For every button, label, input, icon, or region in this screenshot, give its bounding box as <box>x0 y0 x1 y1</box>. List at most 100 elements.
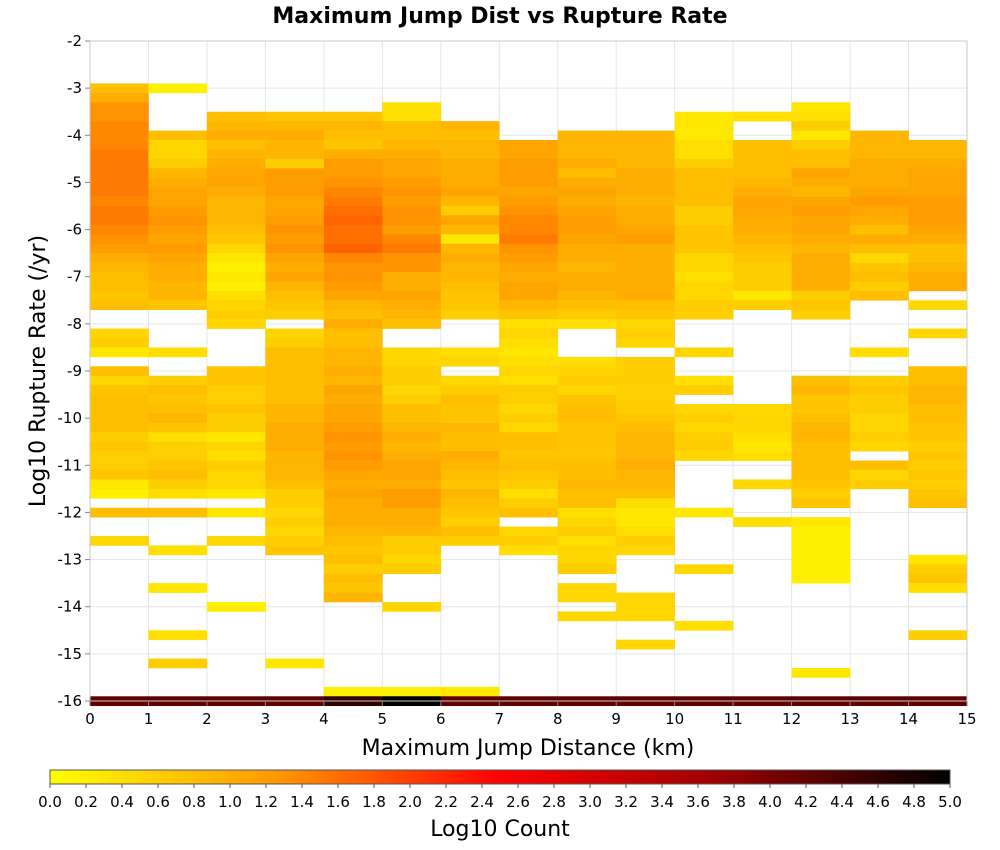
colorbar-tick-label: 3.8 <box>722 793 746 811</box>
heatmap-cell <box>382 432 442 443</box>
heatmap-cell <box>323 111 383 122</box>
heatmap-cell <box>382 451 442 461</box>
heatmap-cell <box>908 168 968 179</box>
heatmap-cell <box>90 215 149 226</box>
heatmap-cell <box>206 111 266 122</box>
heatmap-cell <box>323 592 383 603</box>
y-tick-label: -13 <box>58 551 83 569</box>
heatmap-cell <box>616 545 675 556</box>
y-tick-label: -6 <box>67 221 82 239</box>
heatmap-cell <box>90 243 149 254</box>
heatmap-cell <box>90 404 149 414</box>
heatmap-cell <box>850 272 909 282</box>
colorbar-tick-label: 2.4 <box>470 793 494 811</box>
heatmap-cell <box>791 168 851 179</box>
heatmap-cell <box>206 158 266 169</box>
heatmap-cell <box>323 215 383 226</box>
heatmap-cell <box>206 602 266 612</box>
heatmap-cell <box>791 121 851 131</box>
heatmap-cell <box>206 309 266 320</box>
heatmap-cell <box>616 507 675 518</box>
heatmap-cell <box>557 451 617 461</box>
heatmap-cell <box>850 385 909 395</box>
heatmap-cell <box>382 149 442 160</box>
heatmap-cell <box>908 583 968 593</box>
heatmap-cell <box>148 253 208 263</box>
heatmap-cell <box>733 149 792 160</box>
heatmap-cell <box>323 526 383 537</box>
heatmap-cell <box>206 422 266 433</box>
heatmap-cell <box>850 224 909 235</box>
heatmap-cell <box>908 224 968 235</box>
heatmap-cell <box>265 441 325 452</box>
heatmap-cell <box>499 488 559 499</box>
colorbar-tick-label: 0.8 <box>182 793 206 811</box>
heatmap-cell <box>323 432 383 443</box>
heatmap-cell <box>382 366 442 377</box>
heatmap-cell <box>733 517 792 527</box>
heatmap-cell <box>206 507 266 518</box>
heatmap-cell <box>206 187 266 197</box>
heatmap-cell <box>557 196 617 207</box>
heatmap-cell <box>791 488 851 499</box>
heatmap-cell <box>323 554 383 565</box>
colorbar-tick-label: 4.6 <box>866 793 890 811</box>
heatmap-cell <box>557 281 617 292</box>
heatmap-cell <box>90 366 149 377</box>
heatmap-cell <box>616 272 675 282</box>
heatmap-cell <box>557 206 617 216</box>
heatmap-cell <box>908 488 968 499</box>
heatmap-cell <box>265 300 325 311</box>
heatmap-cell <box>557 479 617 490</box>
heatmap-cell <box>206 290 266 301</box>
heatmap-cell <box>557 149 617 160</box>
heatmap-cell <box>382 196 442 207</box>
heatmap-cell <box>265 338 325 348</box>
heatmap-cell <box>791 272 851 282</box>
heatmap-cell <box>382 498 442 509</box>
heatmap-cell <box>674 206 734 216</box>
heatmap-cell <box>674 413 734 424</box>
heatmap-cell <box>382 394 442 405</box>
heatmap-cell <box>733 168 792 179</box>
heatmap-cell <box>557 385 617 395</box>
heatmap-cell <box>850 177 909 188</box>
heatmap-cell <box>382 536 442 546</box>
heatmap-cell <box>674 309 734 320</box>
heatmap-cell <box>791 554 851 565</box>
heatmap-cell <box>674 564 734 575</box>
heatmap-cell <box>382 130 442 141</box>
heatmap-cell <box>850 413 909 424</box>
heatmap-cell <box>850 206 909 216</box>
heatmap-cell <box>616 140 675 150</box>
heatmap-cell <box>148 451 208 461</box>
heatmap-cell <box>90 385 149 395</box>
heatmap-cell <box>382 102 442 113</box>
heatmap-cell <box>908 573 968 584</box>
heatmap-cell <box>908 158 968 169</box>
heatmap-cell <box>557 158 617 169</box>
heatmap-cell <box>440 526 500 537</box>
heatmap-cell <box>791 243 851 254</box>
heatmap-cell <box>90 234 149 245</box>
heatmap-cell <box>323 517 383 527</box>
heatmap-cell <box>206 488 266 499</box>
heatmap-cell <box>440 262 500 273</box>
heatmap-cell <box>733 272 792 282</box>
heatmap-cell <box>908 366 968 377</box>
heatmap-cell <box>440 385 500 395</box>
heatmap-cell <box>674 140 734 150</box>
heatmap-cell <box>499 470 559 480</box>
heatmap-cell <box>674 234 734 245</box>
y-tick-label: -5 <box>67 173 82 191</box>
heatmap-cell <box>850 404 909 414</box>
heatmap-cell <box>90 432 149 443</box>
heatmap-cell <box>90 460 149 471</box>
heatmap-cell <box>733 413 792 424</box>
heatmap-cell <box>791 140 851 150</box>
heatmap-cell <box>382 272 442 282</box>
heatmap-cell <box>499 290 559 301</box>
heatmap-cell <box>674 422 734 433</box>
heatmap-cell <box>265 507 325 518</box>
y-tick-label: -16 <box>58 692 83 710</box>
